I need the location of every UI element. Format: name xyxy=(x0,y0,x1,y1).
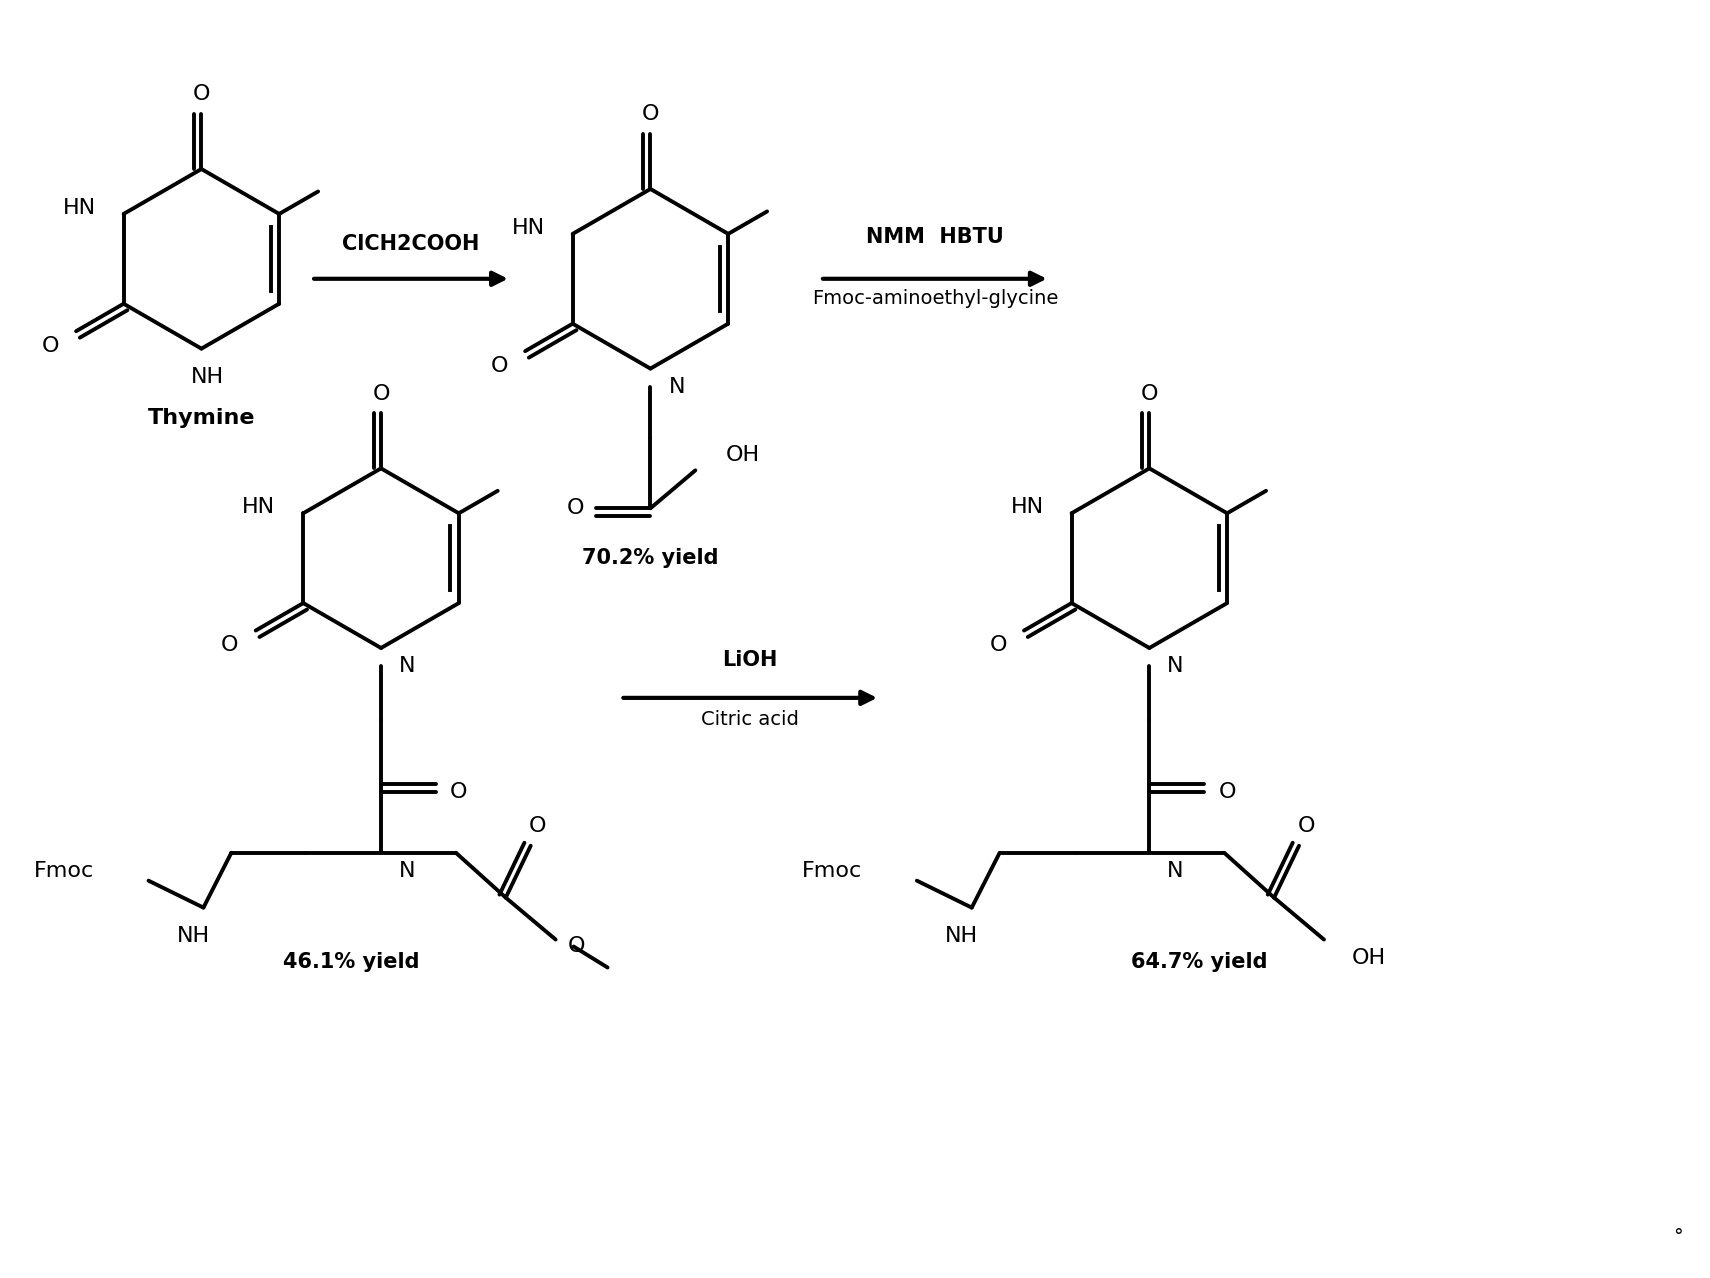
Text: NH: NH xyxy=(946,925,978,946)
Text: 70.2% yield: 70.2% yield xyxy=(581,548,718,569)
Text: N: N xyxy=(1168,860,1183,881)
Text: LiOH: LiOH xyxy=(723,651,778,670)
Text: O: O xyxy=(41,336,58,357)
Text: Fmoc: Fmoc xyxy=(802,860,862,881)
Text: NMM  HBTU: NMM HBTU xyxy=(865,227,1004,247)
Text: NH: NH xyxy=(192,367,224,386)
Text: °: ° xyxy=(1674,1227,1683,1246)
Text: Thymine: Thymine xyxy=(147,409,255,428)
Text: OH: OH xyxy=(1353,947,1387,967)
Text: N: N xyxy=(398,656,416,676)
Text: N: N xyxy=(398,860,416,881)
Text: Fmoc-aminoethyl-glycine: Fmoc-aminoethyl-glycine xyxy=(812,289,1058,308)
Text: O: O xyxy=(568,935,585,956)
Text: OH: OH xyxy=(725,446,759,465)
Text: 64.7% yield: 64.7% yield xyxy=(1130,952,1267,973)
Text: O: O xyxy=(528,815,547,836)
Text: HN: HN xyxy=(63,198,96,219)
Text: O: O xyxy=(221,635,239,656)
Text: O: O xyxy=(450,782,467,801)
Text: N: N xyxy=(669,377,686,396)
Text: O: O xyxy=(373,383,390,404)
Text: ClCH2COOH: ClCH2COOH xyxy=(342,234,479,254)
Text: O: O xyxy=(1298,815,1315,836)
Text: O: O xyxy=(641,104,658,124)
Text: O: O xyxy=(1141,383,1158,404)
Text: O: O xyxy=(491,357,508,376)
Text: HN: HN xyxy=(511,217,545,238)
Text: O: O xyxy=(1219,782,1236,801)
Text: HN: HN xyxy=(243,497,275,518)
Text: HN: HN xyxy=(1011,497,1043,518)
Text: O: O xyxy=(193,84,210,105)
Text: O: O xyxy=(566,498,585,519)
Text: O: O xyxy=(990,635,1007,656)
Text: Citric acid: Citric acid xyxy=(701,711,799,730)
Text: 46.1% yield: 46.1% yield xyxy=(282,952,419,973)
Text: Fmoc: Fmoc xyxy=(34,860,94,881)
Text: NH: NH xyxy=(176,925,210,946)
Text: N: N xyxy=(1168,656,1183,676)
